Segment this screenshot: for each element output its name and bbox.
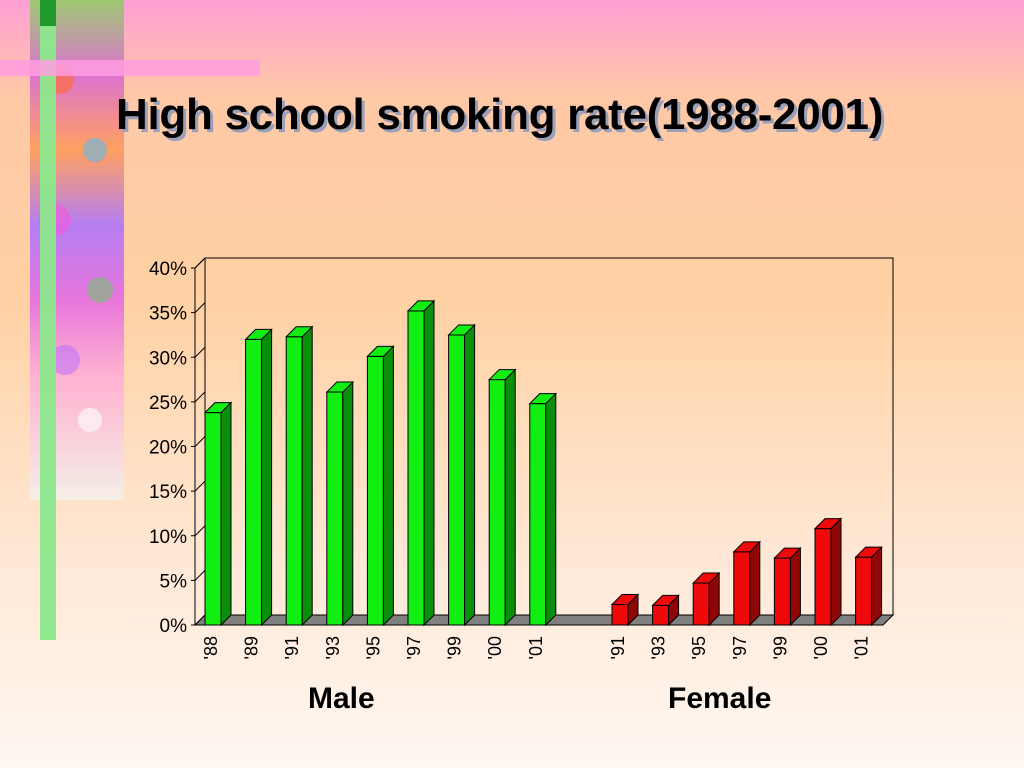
female-x-tick-label: '97 bbox=[730, 636, 750, 659]
female-group-label: Female bbox=[668, 682, 772, 715]
female-bar-top bbox=[773, 547, 802, 559]
female-x-tick-label: '93 bbox=[649, 636, 669, 659]
male-bar-side bbox=[504, 368, 516, 627]
slide-title: High school smoking rate(1988-2001) bbox=[116, 90, 884, 139]
y-tick-diagonal bbox=[194, 614, 206, 626]
y-tick-label: 10% bbox=[149, 527, 187, 548]
y-tick-label: 5% bbox=[160, 571, 188, 592]
male-bar-top bbox=[203, 402, 233, 414]
female-x-tick-label: '99 bbox=[770, 636, 790, 659]
male-bar bbox=[366, 355, 384, 626]
y-tick-diagonal bbox=[194, 346, 206, 358]
male-bar bbox=[204, 412, 222, 626]
female-bar-top bbox=[813, 518, 843, 530]
female-bar bbox=[652, 604, 670, 626]
y-tick-diagonal bbox=[194, 257, 206, 269]
female-bar-side bbox=[789, 546, 801, 627]
male-bar-side bbox=[220, 401, 232, 627]
female-bar-side bbox=[749, 540, 761, 627]
y-tick-diagonal bbox=[194, 525, 206, 537]
y-tick-label: 15% bbox=[149, 482, 187, 503]
male-bar bbox=[529, 403, 547, 626]
male-bar-top bbox=[528, 393, 558, 405]
male-bar-side bbox=[342, 380, 354, 627]
male-bar-top bbox=[366, 345, 395, 357]
male-bar bbox=[407, 310, 425, 626]
male-bar-top bbox=[447, 324, 476, 336]
y-tick-diagonal bbox=[194, 302, 206, 313]
female-bar-top bbox=[732, 541, 762, 553]
female-x-tick-label: '01 bbox=[852, 636, 872, 659]
y-tick-label: 25% bbox=[149, 393, 187, 414]
male-bar bbox=[245, 338, 263, 626]
male-x-tick-label: '88 bbox=[201, 636, 221, 659]
y-tick-diagonal bbox=[194, 480, 206, 492]
male-bar bbox=[448, 334, 466, 626]
male-bar-top bbox=[325, 381, 355, 393]
male-x-tick-label: '97 bbox=[404, 636, 424, 659]
male-x-tick-label: '00 bbox=[485, 636, 505, 659]
y-tick-diagonal bbox=[194, 391, 206, 403]
male-bar-side bbox=[464, 323, 476, 627]
y-tick-label: 20% bbox=[149, 438, 187, 459]
male-bar-side bbox=[423, 299, 435, 627]
female-bar-side bbox=[830, 517, 842, 627]
male-bar-side bbox=[301, 325, 313, 627]
male-bar-side bbox=[382, 345, 394, 627]
male-bar-top bbox=[487, 369, 517, 381]
male-bar-side bbox=[261, 328, 273, 627]
male-x-tick-label: '93 bbox=[323, 636, 343, 659]
male-bar bbox=[488, 379, 506, 626]
male-bar-side bbox=[545, 392, 557, 627]
male-group-label: Male bbox=[308, 682, 375, 715]
female-bar-top bbox=[651, 594, 680, 606]
male-x-tick-label: '91 bbox=[282, 636, 302, 659]
female-bar-top bbox=[691, 572, 721, 584]
y-tick-label: 35% bbox=[149, 304, 187, 325]
male-x-tick-label: '95 bbox=[363, 636, 383, 659]
female-x-tick-label: '00 bbox=[811, 636, 831, 659]
male-bar bbox=[326, 391, 344, 626]
male-x-tick-label: '99 bbox=[445, 636, 465, 659]
female-bar bbox=[773, 557, 791, 626]
female-bar-top bbox=[854, 546, 883, 558]
male-bar-top bbox=[406, 300, 436, 312]
y-tick-label: 0% bbox=[160, 616, 188, 637]
male-bar bbox=[285, 336, 303, 626]
female-bar bbox=[733, 551, 751, 626]
female-bar bbox=[692, 582, 710, 626]
male-x-tick-label: '89 bbox=[242, 636, 262, 659]
female-bar-top bbox=[610, 593, 640, 605]
male-bar-top bbox=[244, 328, 273, 340]
y-tick-diagonal bbox=[194, 436, 206, 447]
female-bar bbox=[855, 556, 873, 626]
female-x-tick-label: '91 bbox=[608, 636, 628, 659]
y-tick-diagonal bbox=[194, 570, 206, 581]
male-bar-top bbox=[284, 326, 314, 338]
y-tick-label: 30% bbox=[149, 348, 187, 369]
male-x-tick-label: '01 bbox=[526, 636, 546, 659]
female-x-tick-label: '95 bbox=[689, 636, 709, 659]
female-bar bbox=[814, 528, 832, 626]
y-tick-label: 40% bbox=[149, 259, 187, 280]
female-bar bbox=[611, 603, 629, 626]
female-bar-side bbox=[871, 545, 883, 627]
